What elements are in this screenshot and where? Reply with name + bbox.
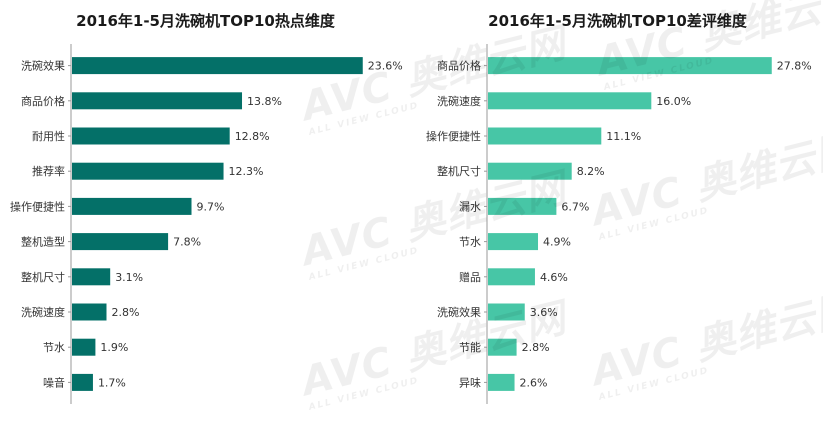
data-label: 7.8%	[173, 236, 201, 249]
data-label: 27.8%	[777, 60, 812, 73]
bar	[488, 162, 572, 180]
data-label: 4.6%	[540, 271, 568, 284]
bar	[488, 197, 557, 215]
bar	[488, 233, 539, 251]
bar	[72, 162, 224, 180]
bar	[72, 127, 230, 145]
data-label: 9.7%	[197, 200, 225, 213]
bar	[488, 268, 535, 286]
category-label: 噪音	[43, 375, 65, 389]
data-label: 3.6%	[530, 306, 558, 319]
bar	[72, 338, 96, 356]
left-chart-panel: 2016年1-5月洗碗机TOP10热点维度 洗碗效果 23.6% 商品价格 13.8%…	[0, 0, 411, 426]
bar	[488, 92, 652, 110]
category-label: 漏水	[459, 200, 481, 213]
category-label: 耐用性	[32, 129, 65, 143]
bar	[72, 92, 243, 110]
data-label: 6.7%	[561, 200, 589, 213]
category-label: 整机尺寸	[21, 270, 65, 284]
category-label: 整机造型	[21, 235, 65, 249]
bar	[72, 233, 169, 251]
category-label: 推荐率	[32, 164, 65, 178]
category-label: 洗碗效果	[437, 305, 481, 319]
bar	[488, 303, 525, 321]
category-label: 整机尺寸	[437, 164, 481, 178]
left-bar-chart: 洗碗效果 23.6% 商品价格 13.8% 耐用性 12.8% 推荐率 12.3% 操作便捷性 9…	[10, 44, 403, 404]
data-label: 11.1%	[606, 130, 641, 143]
category-label: 异味	[459, 376, 481, 389]
data-label: 23.6%	[368, 60, 403, 73]
bar	[72, 303, 107, 321]
category-label: 洗碗速度	[21, 305, 65, 319]
category-label: 商品价格	[437, 59, 481, 73]
data-label: 13.8%	[247, 95, 282, 108]
category-label: 赠品	[459, 270, 481, 284]
bar	[488, 57, 772, 75]
data-label: 1.9%	[100, 341, 128, 354]
right-chart-title: 2016年1-5月洗碗机TOP10差评维度	[488, 12, 747, 30]
data-label: 12.8%	[235, 130, 270, 143]
category-label: 节水	[459, 236, 481, 249]
data-label: 3.1%	[115, 271, 143, 284]
bar	[72, 268, 111, 286]
bar	[488, 127, 602, 145]
bar	[72, 197, 192, 215]
data-label: 8.2%	[577, 165, 605, 178]
category-label: 商品价格	[21, 94, 65, 108]
category-label: 操作便捷性	[10, 199, 65, 213]
bar	[72, 57, 363, 75]
data-label: 2.8%	[111, 306, 139, 319]
bar	[488, 373, 515, 391]
bar	[72, 373, 93, 391]
right-chart-panel: 2016年1-5月洗碗机TOP10差评维度 商品价格 27.8% 洗碗速度 16.0%…	[412, 0, 823, 426]
bar	[488, 338, 517, 356]
data-label: 16.0%	[656, 95, 691, 108]
category-label: 洗碗速度	[437, 94, 481, 108]
category-label: 节能	[459, 340, 481, 354]
right-bar-chart: 商品价格 27.8% 洗碗速度 16.0% 操作便捷性 11.1% 整机尺寸 8.2% 漏水 6.…	[426, 44, 812, 404]
data-label: 2.6%	[520, 376, 548, 389]
category-label: 操作便捷性	[426, 129, 481, 143]
data-label: 12.3%	[229, 165, 264, 178]
data-label: 4.9%	[543, 236, 571, 249]
data-label: 1.7%	[98, 376, 126, 389]
left-chart-title: 2016年1-5月洗碗机TOP10热点维度	[76, 12, 335, 30]
category-label: 节水	[43, 341, 65, 354]
category-label: 洗碗效果	[21, 59, 65, 73]
data-label: 2.8%	[522, 341, 550, 354]
